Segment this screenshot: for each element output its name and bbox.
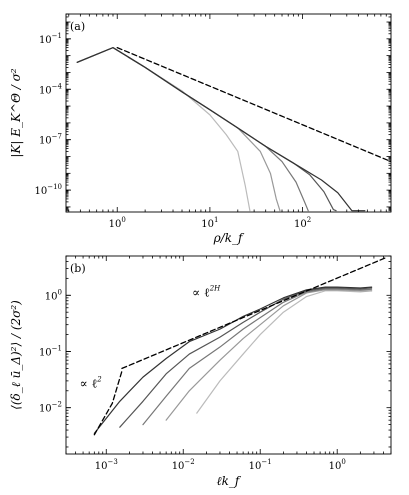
panel-b-x-tick-label: 10−1 [249,458,272,472]
panel-b-series-2 [142,288,373,426]
panel-a-x-tick-label: 102 [294,216,311,230]
panel-a-series-0 [76,47,251,212]
panel-a-x-tick-label: 100 [109,216,126,230]
panel-a-frame [65,13,392,213]
panel-a-series [76,46,391,212]
panel-a-y-tick-label: 10−1 [39,32,62,46]
panel-a-x-tick-label: 101 [201,216,218,230]
panel-a-y-tick-label: 10−7 [39,133,62,147]
panel-b-y-tick-label: 10−1 [39,344,62,358]
panel-a-series-5-power-law [116,46,391,163]
panel-a-series-1 [76,47,281,212]
panel-a-label: (a) [70,20,85,33]
panel-a-y-tick-label: 10−10 [34,183,62,197]
panel-a-y-tick-label: 10−4 [39,82,63,96]
panel-b-annotation: ∝ ℓ2 [80,375,103,390]
panel-b-x-tick-label: 10−2 [172,458,195,472]
panel-b-frame [65,255,392,455]
panel-b-series-0 [196,290,373,414]
panel-b-x-tick-label: 10−3 [95,458,118,472]
panel-b-ylabel: ⟨(δ_ℓ ū_Δ)²⟩ / (2σ²) [9,300,23,410]
panel-b-series [93,256,389,436]
panel-b-series-4 [93,286,373,434]
panel-b: 10−3 10−2 10−1 100 10−2 10−1 100 ∝ ℓ2H ∝ ℓ2 (b)… [9,255,392,488]
panel-b-series-3 [119,287,373,428]
panel-a: 100 101 102 10−10 10−7 10−4 10−1 (a) ρ/k_f |K|… [9,13,392,245]
panel-b-y-tick-label: 10−2 [39,401,62,415]
panel-b-ticks: 10−3 10−2 10−1 100 10−2 10−1 100 [39,255,392,472]
panel-b-x-tick-label: 100 [329,458,346,472]
panel-b-annotations: ∝ ℓ2H ∝ ℓ2 [80,285,222,391]
panel-a-ylabel: |K| E_K^Θ / σ² [9,68,23,157]
panel-a-xlabel: ρ/k_f [213,231,245,245]
panel-a-ticks: 100 101 102 10−10 10−7 10−4 10−1 [34,13,392,230]
panel-b-series-6-power-law [121,256,389,370]
panel-b-label: (b) [70,262,86,275]
panel-b-y-tick-label: 100 [45,288,62,302]
panel-b-series-5-power-law [93,370,123,436]
panel-b-annotation: ∝ ℓ2H [192,285,221,300]
panel-b-series-1 [165,289,373,421]
panel-a-series-4 [76,47,366,212]
panel-b-xlabel: ℓk_f [217,474,242,488]
